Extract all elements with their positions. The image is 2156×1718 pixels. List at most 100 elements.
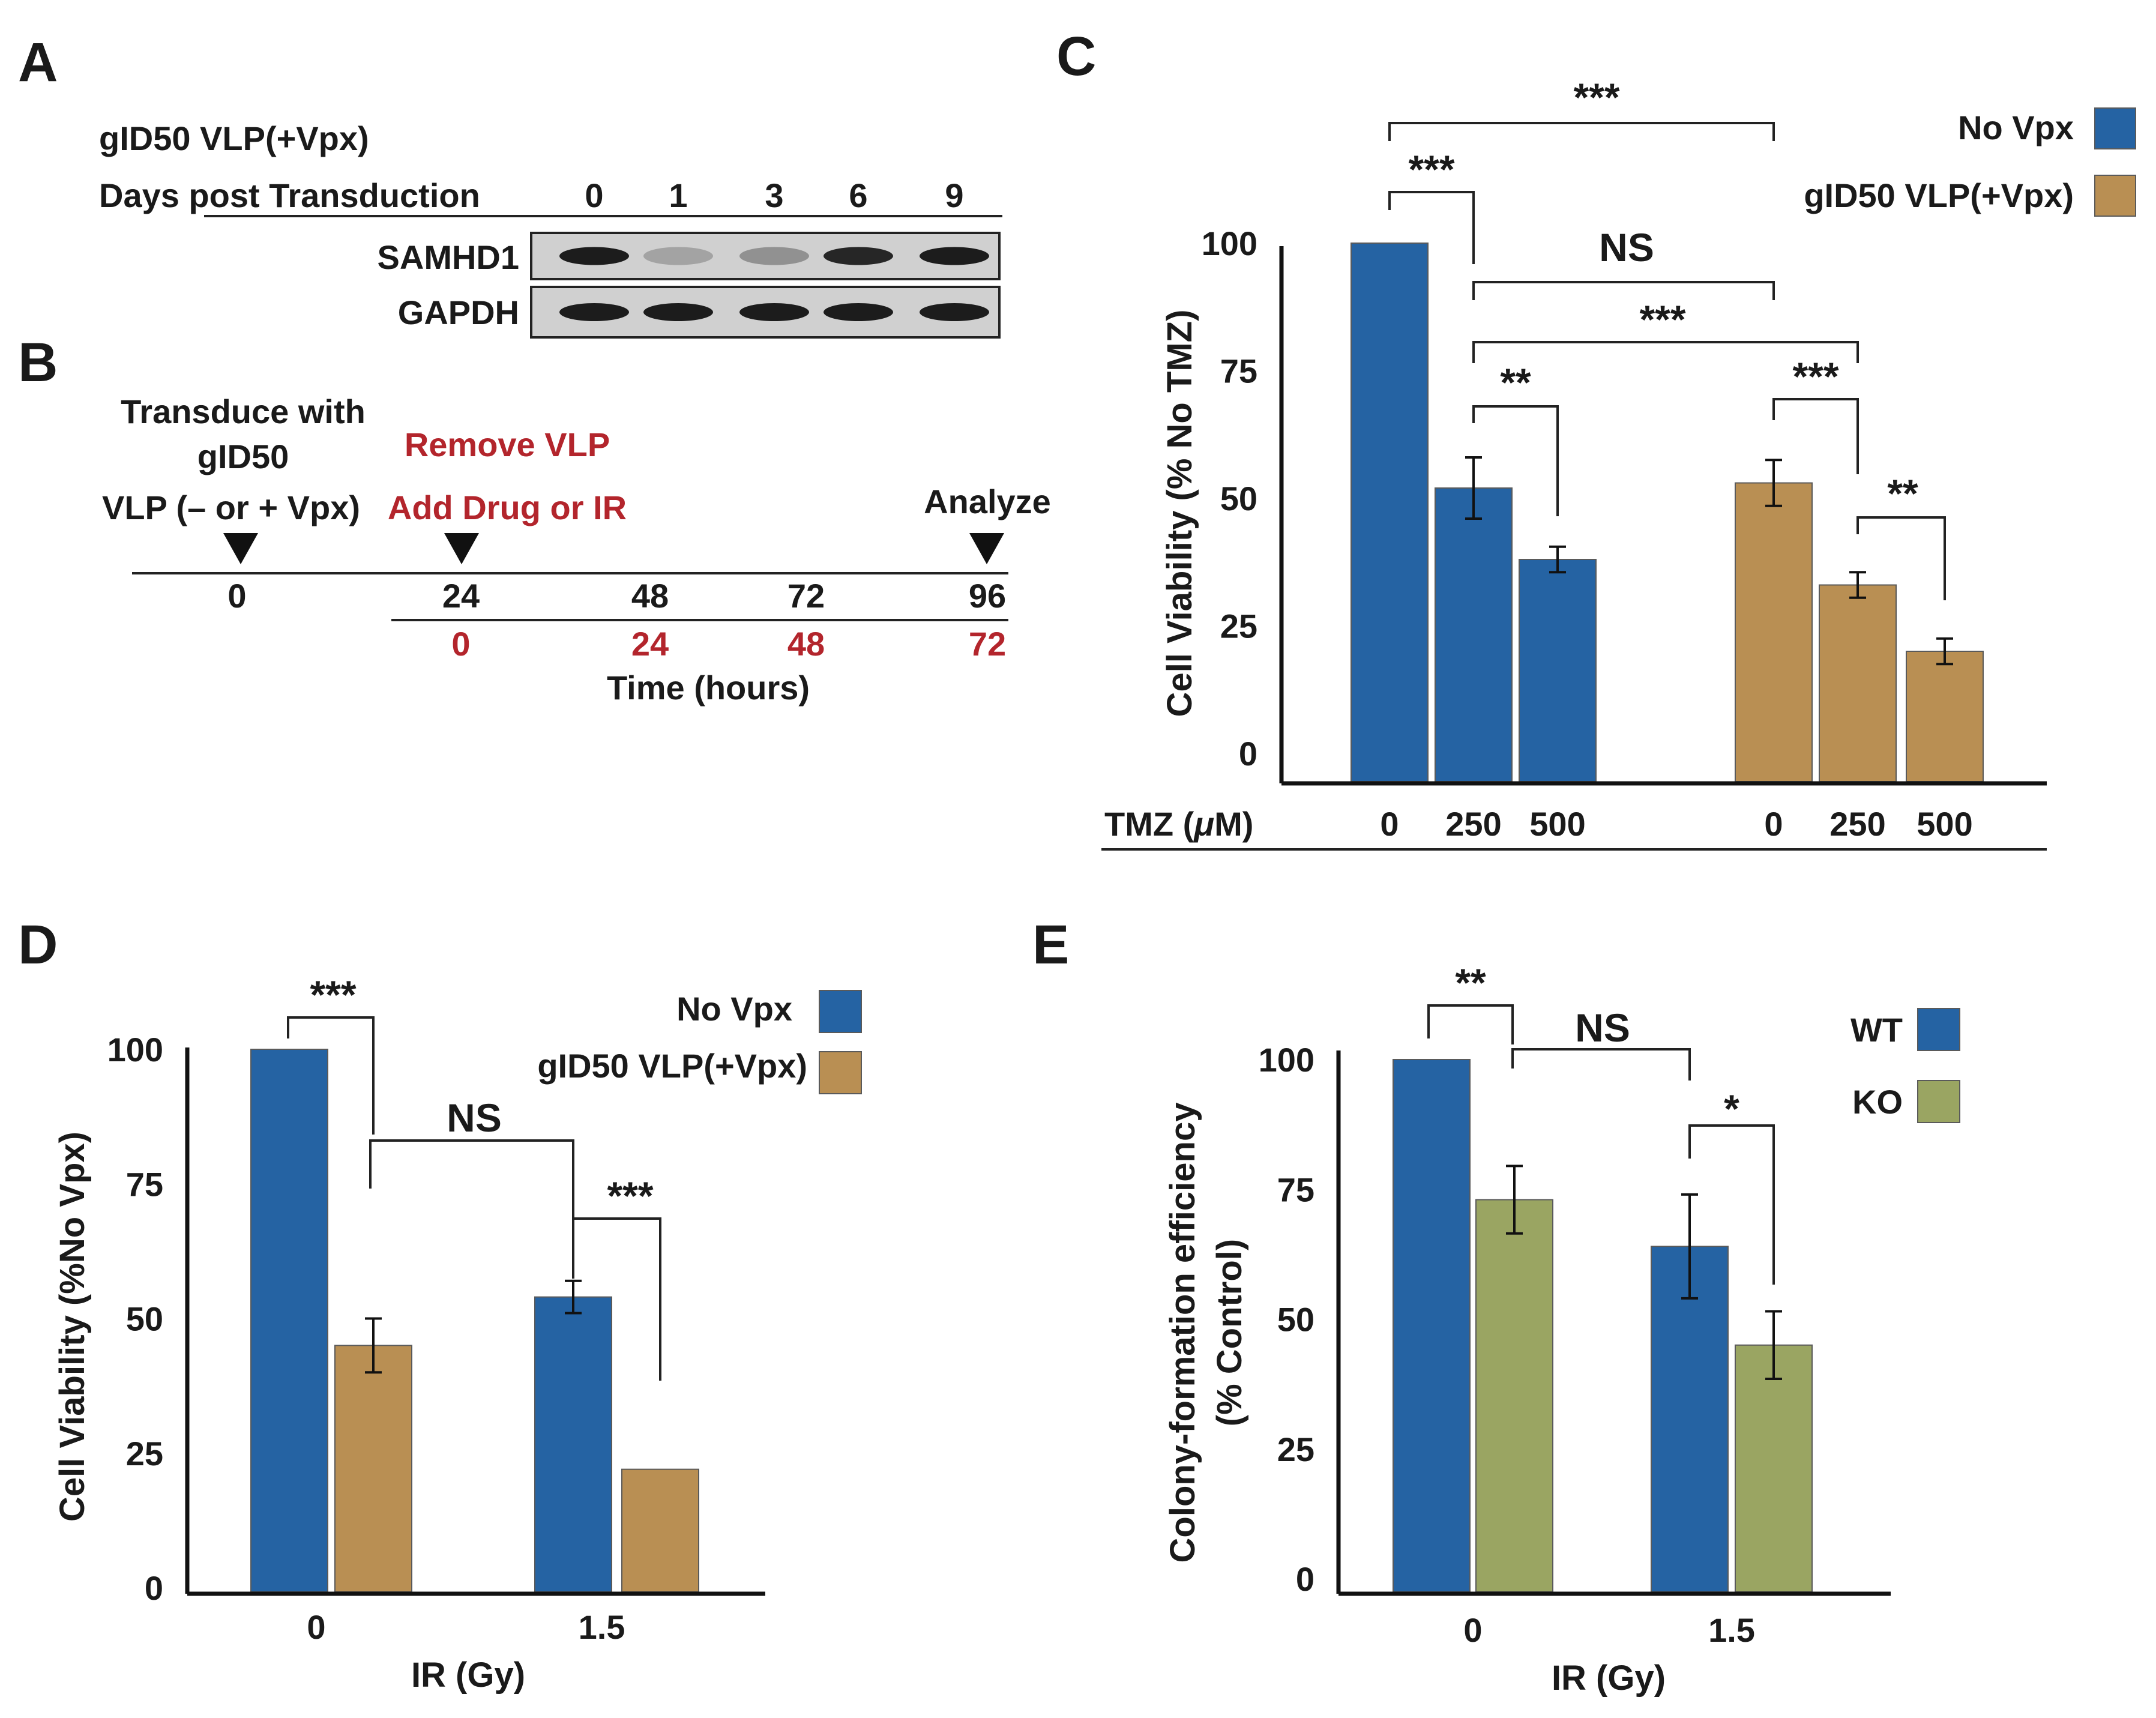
y-tick-label: 75	[1220, 352, 1257, 390]
time-tick: 0	[227, 577, 246, 615]
significance-label: ***	[1639, 297, 1685, 342]
vlp-label: gID50 VLP(+Vpx)	[99, 119, 369, 157]
time-tick-red: 48	[787, 625, 825, 663]
x-tick-label: 500	[1529, 805, 1585, 843]
time-tick: 24	[442, 577, 480, 615]
blot-band	[739, 303, 809, 321]
y-tick-label: 50	[1277, 1301, 1314, 1339]
x-tick-label: 0	[1764, 805, 1783, 843]
legend-label: KO	[1852, 1083, 1903, 1121]
bar	[1519, 559, 1597, 782]
bar	[250, 1049, 328, 1593]
x-tick-label: 1.5	[1708, 1611, 1755, 1649]
y-tick-label: 50	[126, 1300, 163, 1338]
significance-bracket	[1688, 1124, 1775, 1285]
bar	[621, 1468, 699, 1593]
day-label: 6	[849, 176, 867, 214]
day-label: 1	[669, 176, 687, 214]
time-tick: 96	[969, 577, 1006, 615]
time-tick-red: 24	[631, 625, 669, 663]
time-tick-red: 0	[451, 625, 470, 663]
blot-band	[559, 247, 629, 265]
panel-d: D 0 25 50 75 100 0 1.5 Cell Viability (%No Vpx…	[18, 914, 862, 1695]
significance-label: NS	[447, 1096, 502, 1140]
blot-row-label: SAMHD1	[378, 238, 519, 276]
significance-label: ***	[1573, 75, 1619, 119]
bar	[1475, 1199, 1553, 1593]
significance-label: ***	[607, 1174, 653, 1218]
bar	[1819, 584, 1897, 782]
transduce-label: gID50	[197, 438, 289, 475]
legend-label: gID50 VLP(+Vpx)	[537, 1047, 807, 1085]
marker-triangle	[969, 533, 1004, 564]
significance-bracket	[1472, 341, 1859, 363]
significance-label: *	[1724, 1087, 1739, 1131]
significance-label: ***	[1408, 147, 1454, 191]
legend-swatch	[2094, 107, 2136, 149]
chart-c-plot: 0 25 50 75 100 0 250 500 0 250 500	[1202, 225, 1984, 843]
panel-d-letter: D	[18, 914, 58, 975]
significance-label: **	[1887, 471, 1918, 516]
chart-d-plot: 0 25 50 75 100 0 1.5	[107, 1031, 699, 1646]
x-tick-label: 0	[1380, 805, 1399, 843]
panel-e-letter: E	[1032, 914, 1069, 975]
chart-e-ylabel: Colony-formation efficiency	[1163, 1103, 1202, 1563]
chart-e-plot: 0 25 50 75 100 0 1.5	[1259, 1041, 1813, 1649]
significance-bracket	[1427, 1004, 1514, 1044]
significance-label: NS	[1599, 225, 1654, 270]
chart-d-ylabel: Cell Viability (%No Vpx)	[53, 1132, 92, 1522]
panel-e: E 0 25 50 75 100 0 1.5 Colony-formation effici…	[1032, 914, 1960, 1698]
significance-label: **	[1500, 360, 1531, 405]
y-tick-label: 0	[1296, 1560, 1314, 1598]
legend-label: WT	[1850, 1011, 1903, 1049]
significance-bracket	[1388, 122, 1775, 141]
x-tick-label: 0	[1463, 1611, 1482, 1649]
legend-swatch	[1917, 1080, 1960, 1123]
bar	[1351, 243, 1429, 782]
legend-swatch	[1917, 1008, 1960, 1051]
western-blot	[530, 232, 1001, 339]
legend-label: No Vpx	[676, 990, 792, 1028]
panel-a: A gID50 VLP(+Vpx) Days post Transduction…	[18, 32, 1002, 339]
transduce-label: VLP (– or + Vpx)	[102, 489, 360, 526]
bar	[1435, 487, 1513, 782]
chart-c-xlabel: TMZ (μM)	[1104, 805, 1253, 843]
y-tick-label: 75	[126, 1165, 163, 1203]
panel-c-letter: C	[1056, 26, 1096, 87]
significance-bracket	[287, 1016, 375, 1135]
bar	[334, 1345, 412, 1593]
legend-label: No Vpx	[1958, 109, 2074, 146]
x-tick-label: 0	[307, 1608, 325, 1646]
panel-b-letter: B	[18, 332, 58, 393]
significance-bracket	[1511, 1048, 1691, 1081]
chart-e-xlabel: IR (Gy)	[1552, 1659, 1666, 1698]
analyze-label: Analyze	[924, 483, 1051, 520]
x-tick-label: 250	[1445, 805, 1501, 843]
blot-band	[643, 247, 713, 265]
y-tick-label: 25	[1277, 1430, 1314, 1468]
legend-swatch	[819, 990, 862, 1033]
x-tick-label: 1.5	[579, 1608, 625, 1646]
chart-c-ylabel: Cell Viability (% No TMZ)	[1160, 310, 1199, 717]
marker-triangle	[444, 533, 479, 564]
chart-e-ylabel: (% Control)	[1210, 1239, 1249, 1427]
y-tick-label: 0	[1239, 735, 1257, 773]
significance-bracket	[1472, 405, 1559, 516]
add-drug-label: Add Drug or IR	[388, 489, 627, 526]
chart-d-xlabel: IR (Gy)	[411, 1656, 525, 1695]
blot-band	[559, 303, 629, 321]
panel-b: B Transduce with gID50 VLP (– or + Vpx) …	[18, 332, 1051, 707]
time-tick: 48	[631, 577, 669, 615]
y-tick-label: 50	[1220, 480, 1257, 517]
bar	[1735, 482, 1813, 782]
legend-swatch	[819, 1051, 862, 1094]
marker-triangle	[223, 533, 258, 564]
day-label: 3	[765, 176, 783, 214]
legend-label: gID50 VLP(+Vpx)	[1804, 176, 2074, 214]
y-tick-label: 25	[126, 1435, 163, 1472]
day-label: 0	[585, 176, 603, 214]
y-tick-label: 100	[1259, 1041, 1314, 1079]
x-tick-label: 500	[1917, 805, 1972, 843]
blot-band	[643, 303, 713, 321]
y-tick-label: 0	[145, 1569, 163, 1607]
